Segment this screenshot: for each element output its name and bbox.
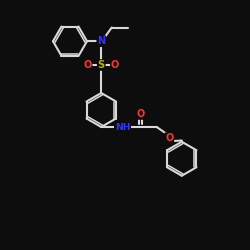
Text: O: O bbox=[111, 60, 119, 70]
Text: O: O bbox=[84, 60, 92, 70]
Text: NH: NH bbox=[115, 122, 130, 132]
Text: O: O bbox=[165, 133, 173, 143]
Text: O: O bbox=[136, 109, 144, 119]
Text: N: N bbox=[97, 36, 105, 46]
Text: S: S bbox=[98, 60, 105, 70]
